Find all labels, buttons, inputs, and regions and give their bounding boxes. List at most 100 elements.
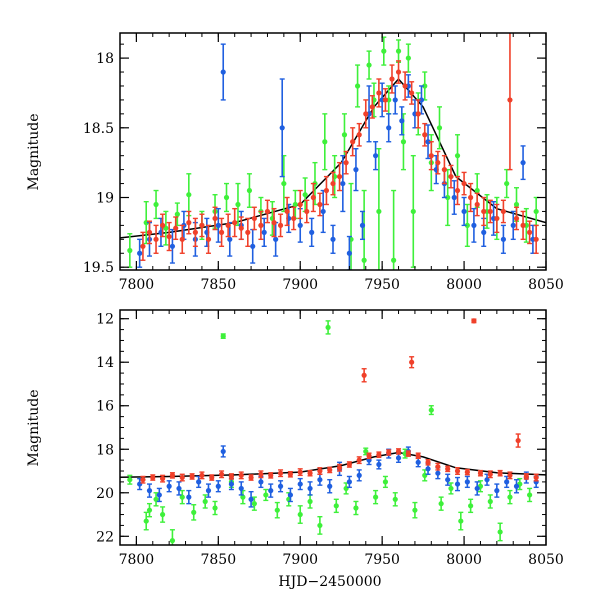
bottom-panel-frame	[119, 309, 547, 546]
top-panel-x-tick-label: 7850	[200, 277, 236, 293]
top-panel-x-tick-label: 8000	[446, 277, 482, 293]
bottom-panel-data-point	[487, 494, 493, 509]
top-panel-data-point	[163, 210, 169, 246]
top-panel-data-point	[454, 134, 461, 178]
bottom-panel-data-point	[386, 449, 392, 456]
top-panel-data-point	[127, 233, 133, 268]
top-panel-data-point	[225, 213, 231, 238]
bottom-panel-data-point	[169, 472, 176, 479]
top-panel-data-point	[146, 220, 153, 245]
bottom-panel-data-point	[494, 483, 500, 498]
top-panel-series-2	[140, 33, 539, 261]
bottom-panel-data-point	[361, 368, 367, 383]
top-panel-data-point	[137, 238, 143, 268]
bottom-panel-data-point	[212, 500, 218, 516]
top-panel-data-point	[279, 78, 285, 178]
top-panel-y-axis-label: Magnitude	[26, 113, 42, 190]
top-panel-data-point	[304, 199, 310, 224]
top-panel-data-point	[405, 43, 411, 73]
bottom-panel-x-tick-label: 7800	[119, 552, 155, 568]
bottom-panel-data-point	[317, 467, 323, 475]
bottom-panel-data-point	[209, 474, 215, 481]
bottom-panel-data-point	[307, 494, 313, 509]
top-panel-data-point	[271, 207, 277, 238]
top-panel-x-tick-label: 8050	[528, 277, 564, 293]
bottom-panel-data-point	[220, 445, 226, 458]
bottom-panel-data-point	[507, 489, 513, 505]
bottom-panel-data-point	[336, 463, 343, 472]
bottom-panel-data-point	[517, 477, 523, 491]
top-panel-data-point	[520, 145, 526, 181]
bottom-panel-data-point	[382, 475, 389, 489]
top-panel-y-tick-label: 19.5	[83, 260, 114, 276]
top-panel-data-point	[310, 182, 316, 213]
bottom-panel-data-point	[454, 476, 461, 492]
bottom-panel-data-point	[327, 466, 333, 474]
top-panel-data-point	[166, 221, 172, 252]
top-panel-data-point	[391, 189, 397, 270]
bottom-panel-data-point	[497, 469, 503, 477]
top-panel-data-point	[481, 196, 487, 227]
bottom-panel-data-point	[307, 469, 313, 477]
top-panel-data-point	[361, 189, 367, 270]
bottom-panel-data-point	[484, 473, 490, 486]
bottom-panel-data-point	[327, 479, 333, 494]
top-panel-data-point	[192, 217, 198, 248]
top-panel-data-point	[317, 192, 323, 217]
top-panel-data-point	[468, 182, 474, 213]
top-panel-data-point	[261, 217, 267, 248]
top-panel-data-point	[415, 99, 421, 129]
bottom-panel-data-point	[346, 475, 352, 489]
top-panel-plot-area	[120, 33, 546, 270]
top-panel-data-point	[284, 196, 290, 227]
top-panel-data-point	[235, 182, 241, 227]
bottom-panel-data-point	[248, 474, 254, 481]
bottom-panel-data-point	[297, 468, 303, 477]
top-panel-data-point	[350, 127, 356, 157]
top-panel-data-point	[428, 141, 434, 171]
bottom-panel-data-point	[356, 469, 362, 482]
top-panel-data-point	[376, 78, 382, 108]
bottom-panel-data-point	[199, 471, 205, 480]
top-panel-data-point	[245, 217, 251, 248]
bottom-panel-data-point	[160, 506, 166, 523]
bottom-panel-data-point	[415, 457, 421, 468]
top-panel-data-point	[140, 231, 146, 261]
bottom-panel-data-point	[166, 480, 172, 493]
top-panel-data-point	[533, 196, 539, 227]
top-panel-data-point	[356, 122, 362, 147]
top-panel-data-point	[507, 33, 513, 171]
bottom-panel-data-point	[412, 501, 418, 519]
top-panel-data-point	[173, 216, 179, 241]
bottom-panel-data-point	[220, 333, 226, 339]
bottom-panel-data-point	[179, 489, 185, 505]
top-panel-data-point	[409, 81, 415, 105]
top-panel-data-point	[399, 106, 405, 136]
bottom-panel-data-point	[218, 470, 225, 479]
bottom-panel-data-point	[435, 462, 441, 471]
bottom-panel-data-point	[454, 467, 461, 475]
bottom-panel-data-point	[445, 465, 451, 473]
top-panel-data-point	[330, 224, 336, 254]
x-axis-label: HJD−2450000	[278, 574, 381, 590]
top-panel-y-tick-label: 18.5	[83, 121, 114, 137]
bottom-panel-data-point	[458, 511, 464, 531]
bottom-panel-data-point	[238, 471, 244, 480]
top-panel-data-point	[160, 213, 166, 238]
bottom-panel-data-point	[268, 472, 274, 479]
bottom-panel-data-point	[317, 473, 323, 486]
top-panel-data-point	[386, 113, 392, 143]
bottom-panel-x-tick-label: 7850	[200, 552, 236, 568]
top-panel-data-point	[425, 124, 431, 160]
top-panel-data-point	[323, 175, 330, 206]
top-panel-data-point	[395, 60, 402, 84]
bottom-panel-data-point	[140, 475, 146, 484]
bottom-panel-data-point	[263, 488, 269, 502]
bottom-panel-data-point	[240, 489, 246, 505]
bottom-panel-data-point	[191, 504, 197, 521]
top-panel-data-point	[435, 150, 441, 175]
top-panel-data-point	[471, 207, 477, 243]
top-panel-data-point	[376, 148, 382, 270]
bottom-panel-series-1	[137, 445, 539, 508]
